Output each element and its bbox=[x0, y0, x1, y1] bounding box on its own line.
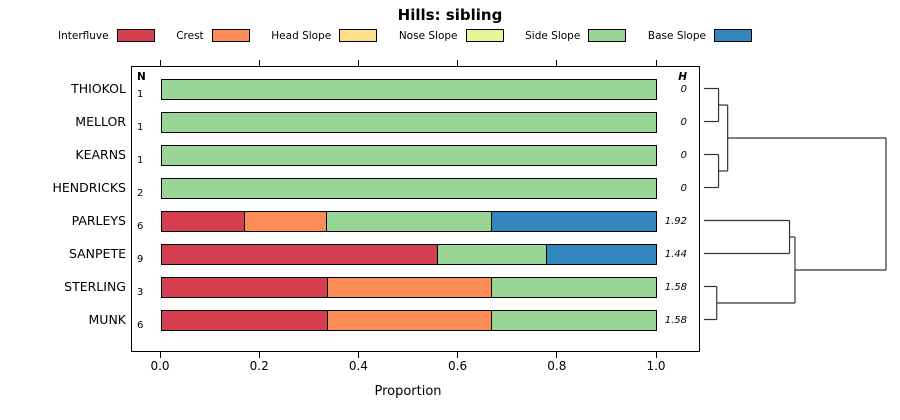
bar-row bbox=[161, 79, 657, 100]
bar-segment-base_slope bbox=[546, 245, 656, 264]
x-tick bbox=[357, 352, 359, 358]
bar-segment-side_slope bbox=[491, 311, 656, 330]
bar-segment-side_slope bbox=[436, 245, 547, 264]
bar-row bbox=[161, 310, 657, 331]
x-axis-title: Proportion bbox=[374, 384, 442, 399]
x-tick bbox=[457, 352, 459, 358]
n-value: 1 bbox=[137, 122, 144, 133]
x-tick bbox=[655, 352, 657, 358]
legend-label: Crest bbox=[176, 29, 204, 42]
bar-segment-side_slope bbox=[491, 278, 656, 297]
bar-row bbox=[161, 244, 657, 265]
legend-item: Base Slope bbox=[648, 29, 752, 42]
legend-swatch-base_slope bbox=[713, 29, 752, 42]
bar-row bbox=[161, 145, 657, 166]
h-value: 0 bbox=[680, 183, 687, 194]
legend-swatch-nose_slope bbox=[465, 29, 504, 42]
legend-label: Interfluve bbox=[58, 29, 109, 42]
bar-segment-side_slope bbox=[162, 113, 656, 132]
legend-item: Head Slope bbox=[271, 29, 378, 42]
bar-row bbox=[161, 178, 657, 199]
plot-area: N H 1 0 1 0 1 0 2 0 6 1.92 9 1.44 3 1.58 6 1.58 bbox=[131, 66, 700, 352]
h-value: 0 bbox=[680, 84, 687, 95]
h-value: 1.58 bbox=[664, 282, 687, 293]
legend-label: Base Slope bbox=[647, 29, 706, 42]
n-value: 6 bbox=[137, 320, 144, 331]
h-value: 0 bbox=[680, 117, 687, 128]
bar-segment-interfluve bbox=[162, 311, 327, 330]
bar-segment-side_slope bbox=[162, 179, 656, 198]
bar-segment-crest bbox=[326, 278, 492, 297]
x-tick bbox=[159, 60, 161, 66]
h-column-header: H bbox=[678, 71, 687, 83]
x-tick bbox=[655, 60, 657, 66]
category-label: THIOKOL bbox=[71, 80, 126, 96]
dendrogram bbox=[704, 87, 887, 321]
x-tick bbox=[258, 60, 260, 66]
x-tick-label: 0.0 bbox=[150, 359, 170, 373]
bar-segment-side_slope bbox=[326, 212, 492, 231]
legend-swatch-head_slope bbox=[339, 29, 378, 42]
n-value: 6 bbox=[137, 221, 144, 232]
x-tick bbox=[457, 60, 459, 66]
n-value: 1 bbox=[137, 89, 144, 100]
category-labels: THIOKOL MELLOR KEARNS HENDRICKS PARLEYS SANPE… bbox=[0, 0, 126, 420]
bar-segment-interfluve bbox=[162, 278, 327, 297]
x-tick bbox=[159, 352, 161, 358]
bar-row bbox=[161, 277, 657, 298]
category-label: HENDRICKS bbox=[52, 179, 126, 195]
category-label: MELLOR bbox=[75, 113, 126, 129]
n-value: 1 bbox=[137, 155, 144, 166]
legend-swatch-interfluve bbox=[116, 29, 155, 42]
bar-segment-crest bbox=[244, 212, 327, 231]
x-tick bbox=[556, 352, 558, 358]
legend-item: Interfluve bbox=[58, 29, 155, 42]
legend-swatch-crest bbox=[211, 29, 250, 42]
n-value: 3 bbox=[137, 287, 144, 298]
x-tick-label: 0.8 bbox=[547, 359, 567, 373]
x-tick-label: 0.2 bbox=[249, 359, 269, 373]
n-value: 2 bbox=[137, 188, 144, 199]
n-value: 9 bbox=[137, 254, 144, 265]
h-value: 1.92 bbox=[664, 216, 687, 227]
h-value: 1.44 bbox=[664, 249, 687, 260]
legend-item: Nose Slope bbox=[399, 29, 504, 42]
category-label: SANPETE bbox=[68, 245, 126, 261]
h-value: 1.58 bbox=[664, 315, 687, 326]
x-tick bbox=[258, 352, 260, 358]
x-tick-label: 0.6 bbox=[448, 359, 468, 373]
category-label: KEARNS bbox=[75, 146, 126, 162]
chart-title: Hills: sibling bbox=[397, 6, 503, 24]
bar-segment-side_slope bbox=[162, 80, 656, 99]
bar-row bbox=[161, 211, 657, 232]
legend-label: Nose Slope bbox=[398, 29, 458, 42]
bar-segment-base_slope bbox=[491, 212, 656, 231]
bar-segment-interfluve bbox=[162, 245, 437, 264]
category-label: MUNK bbox=[88, 311, 126, 327]
n-column-header: N bbox=[137, 71, 146, 83]
x-tick bbox=[556, 60, 558, 66]
legend-label: Side Slope bbox=[525, 29, 581, 42]
x-tick-label: 0.4 bbox=[348, 359, 368, 373]
bar-row bbox=[161, 112, 657, 133]
x-tick-label: 1.0 bbox=[646, 359, 666, 373]
category-label: PARLEYS bbox=[71, 212, 126, 228]
legend-swatch-side_slope bbox=[588, 29, 627, 42]
bar-segment-side_slope bbox=[162, 146, 656, 165]
x-tick bbox=[357, 60, 359, 66]
legend-item: Side Slope bbox=[525, 29, 627, 42]
h-value: 0 bbox=[680, 150, 687, 161]
bar-segment-interfluve bbox=[162, 212, 245, 231]
legend: Interfluve Crest Head Slope Nose Slope Side … bbox=[58, 27, 752, 44]
legend-label: Head Slope bbox=[271, 29, 332, 42]
bar-segment-crest bbox=[326, 311, 492, 330]
category-label: STERLING bbox=[64, 278, 126, 294]
legend-item: Crest bbox=[176, 29, 250, 42]
